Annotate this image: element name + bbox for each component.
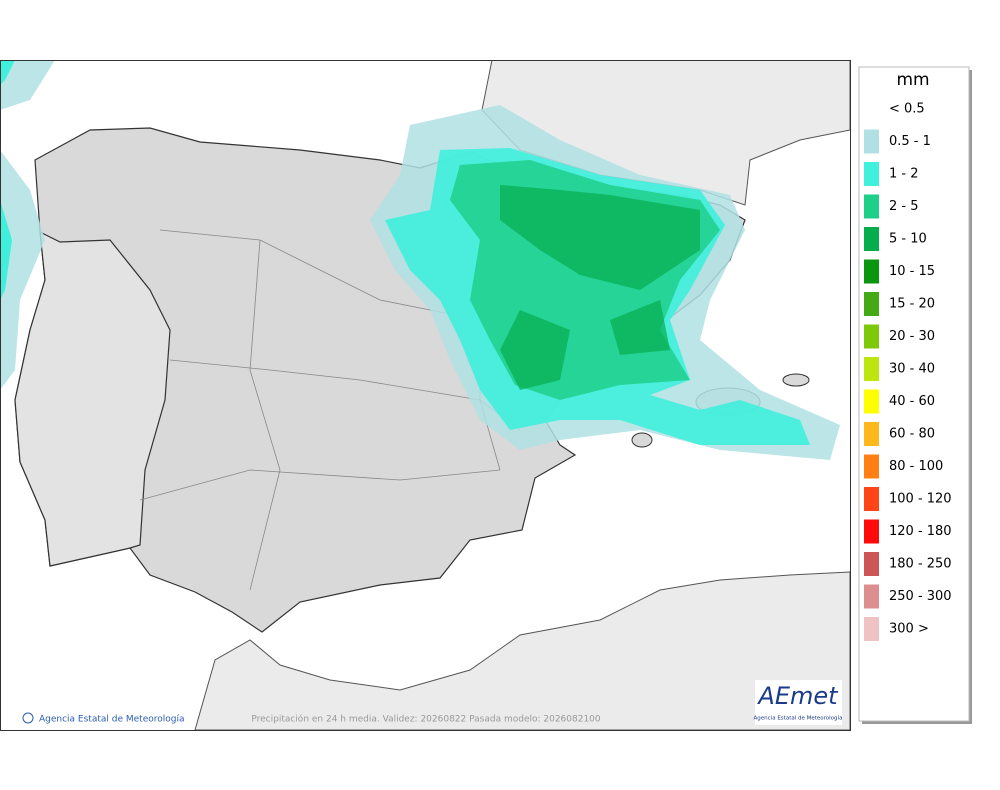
legend-swatch (864, 194, 879, 219)
copyright-icon (22, 712, 34, 724)
legend-label: 0.5 - 1 (889, 134, 931, 149)
footer: Precipitación en 24 h media. Validez: 20… (251, 714, 601, 725)
logo-subtitle: Agencia Estatal de Meteorología (754, 715, 843, 722)
legend-swatch (864, 227, 879, 251)
legend-swatch (864, 129, 879, 154)
legend-label: 60 - 80 (889, 427, 935, 442)
legend-swatch (864, 584, 879, 609)
credit: Agencia Estatal de Meteorología (39, 715, 185, 725)
precip-light-west (0, 60, 55, 390)
legend-label: 300 > (889, 622, 929, 637)
legend-label: 5 - 10 (889, 232, 927, 247)
legend-swatch (864, 389, 879, 414)
legend-label: 1 - 2 (889, 167, 919, 182)
legend-label: 80 - 100 (889, 459, 943, 474)
legend-label: 120 - 180 (889, 524, 952, 539)
map (0, 60, 850, 730)
logo: AEmet (756, 682, 839, 710)
legend-swatch (864, 292, 879, 316)
legend-swatch (864, 324, 879, 349)
legend-label: 180 - 250 (889, 557, 952, 572)
legend-label: 10 - 15 (889, 264, 935, 279)
legend-label: 30 - 40 (889, 362, 935, 377)
legend-swatch (864, 162, 879, 186)
legend-swatch (864, 487, 879, 511)
legend-items: < 0.5 0.5 - 1 1 - 2 2 - 5 5 - 10 10 - 15 15 - … (864, 102, 952, 641)
legend-label: 100 - 120 (889, 492, 952, 507)
legend-label: 15 - 20 (889, 297, 935, 312)
legend-swatch (864, 259, 879, 284)
portugal (14, 230, 171, 567)
legend-label: < 0.5 (889, 102, 925, 117)
legend-title: mm (896, 70, 929, 90)
precip-5-10 (500, 185, 700, 390)
legend-swatch (864, 519, 879, 544)
logo-box (755, 680, 842, 725)
ibiza (631, 432, 653, 448)
legend-swatch (864, 552, 879, 576)
menorca (782, 373, 810, 387)
legend-swatch (864, 454, 879, 479)
border (139, 469, 501, 501)
legend-swatch (864, 357, 879, 381)
legend-label: 40 - 60 (889, 394, 935, 409)
border (249, 239, 281, 591)
precip-1-2-west (0, 60, 15, 300)
legend-label: 2 - 5 (889, 199, 919, 214)
africa (194, 571, 850, 730)
legend-swatch (864, 422, 879, 446)
legend-label: 250 - 300 (889, 589, 952, 604)
legend-swatch (864, 617, 879, 641)
map-frame (0, 60, 851, 731)
legend-label: 20 - 30 (889, 329, 935, 344)
